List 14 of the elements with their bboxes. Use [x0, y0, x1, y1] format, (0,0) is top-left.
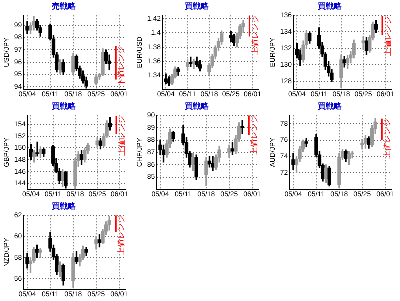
annotation: 上値レンジ — [118, 116, 127, 156]
annotation: 上値レンジ — [250, 16, 260, 56]
chart-title: 買戦略 — [51, 202, 77, 211]
annotation: 上値レンジ — [384, 16, 393, 56]
annotation: 上値レンジ — [250, 116, 260, 156]
chart-title: 買戦略 — [184, 2, 210, 11]
annotation: 上値レンジ — [383, 118, 392, 159]
annotation: 上値レンジ — [117, 216, 126, 256]
chart-title: 売戦略 — [52, 2, 77, 11]
chart-title: 買戦略 — [51, 102, 77, 111]
chart-title: 買戦略 — [317, 102, 343, 111]
chart-title: 買戦略 — [317, 2, 343, 11]
chart-title: 買戦略 — [184, 102, 210, 111]
annotation: 下値レンジ — [117, 46, 126, 86]
